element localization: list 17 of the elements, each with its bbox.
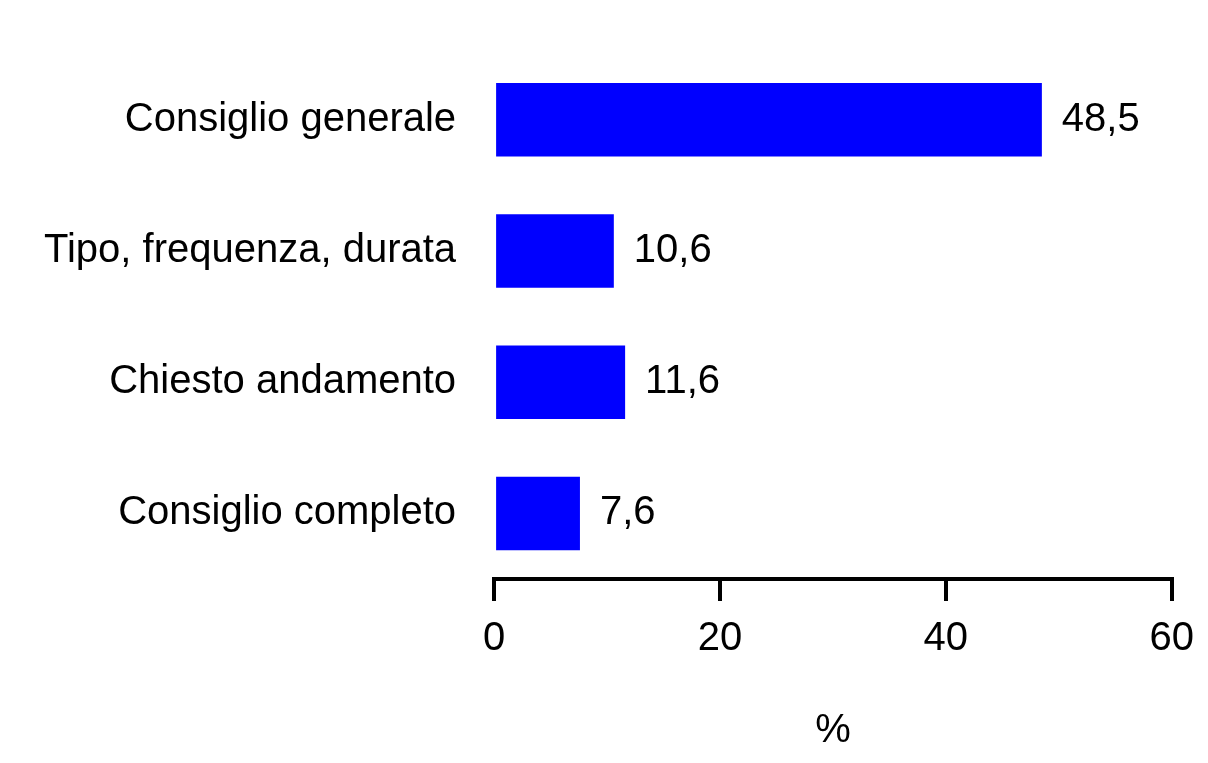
data-label: 7,6 [599,488,656,533]
y-tick-label: Tipo, frequenza, durata [44,225,457,270]
data-label: 11,6 [645,357,721,402]
bar [496,345,626,419]
x-tick-label: 20 [697,614,743,659]
data-label: 48,5 [1061,94,1140,139]
bar [496,476,580,551]
data-label: 10,6 [633,225,712,270]
y-tick-label: Chiesto andamento [109,357,457,402]
x-tick-label: 40 [923,614,969,659]
y-tick-label: Consiglio completo [118,488,457,533]
bar [496,82,1042,157]
y-tick-label: Consiglio generale [124,94,457,139]
x-axis-title: % [815,706,851,751]
bar [496,214,614,288]
x-tick-label: 60 [1149,614,1194,659]
x-tick-label: 0 [482,614,506,659]
